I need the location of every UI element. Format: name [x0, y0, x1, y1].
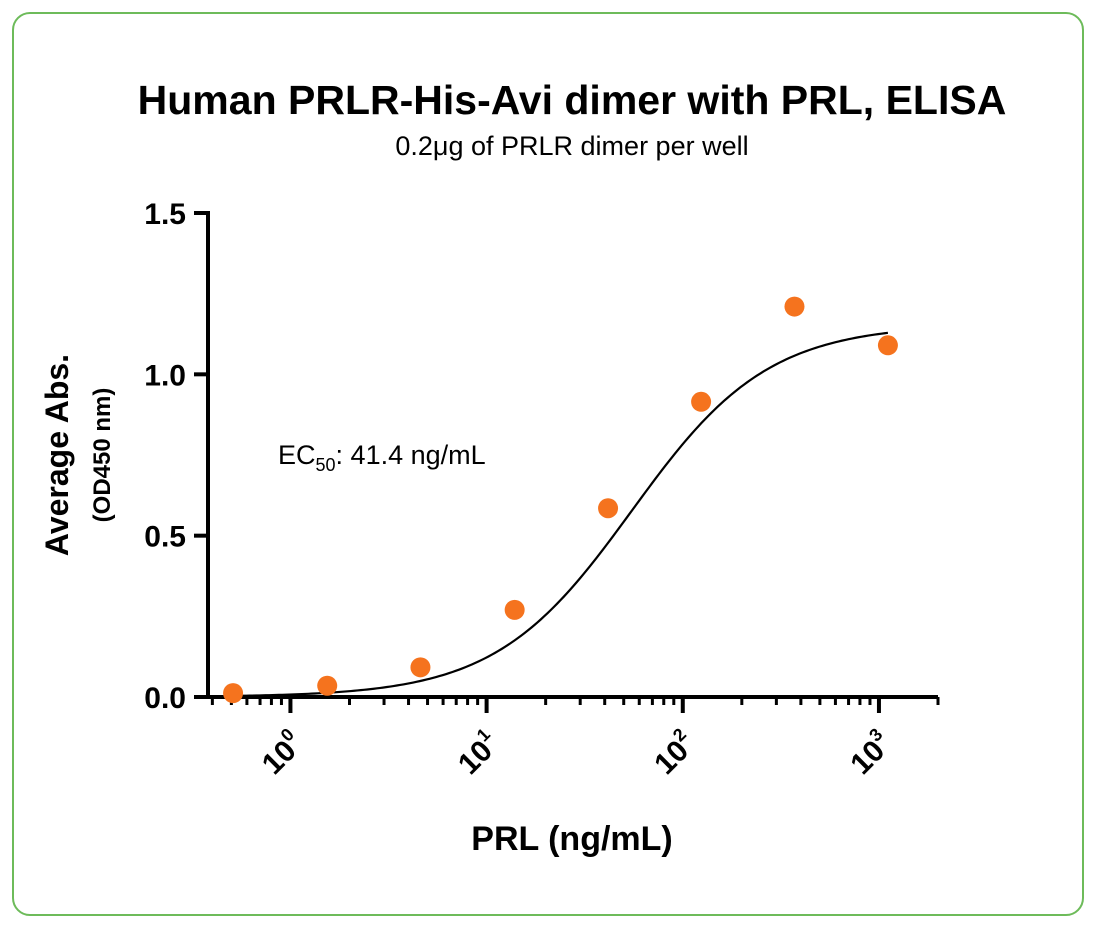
x-tick-label-group: 101: [449, 724, 506, 781]
x-tick-label: 101: [449, 724, 506, 781]
x-tick-label: 100: [253, 724, 310, 781]
y-axis-sublabel-group: (OD450 nm): [89, 388, 116, 523]
y-tick-label: 1.5: [144, 198, 186, 231]
y-tick-label: 0.5: [144, 521, 186, 554]
axes: [206, 211, 938, 699]
data-point: [410, 657, 431, 678]
fit-curve: [233, 331, 889, 698]
y-axis-label-group: Average Abs.: [39, 354, 75, 556]
chart-subtitle: 0.2μg of PRLR dimer per well: [395, 131, 748, 161]
x-tick-label-group: 100: [253, 724, 310, 781]
data-point: [691, 391, 712, 412]
x-tick-label-group: 103: [842, 724, 899, 781]
x-tick-label: 103: [842, 724, 899, 781]
data-point: [223, 683, 244, 704]
fit-curve-group: [233, 331, 889, 698]
ec50-annotation: EC50: 41.4 ng/mL: [278, 440, 486, 475]
x-axis-label: PRL (ng/mL): [471, 820, 672, 858]
ec50-suffix: : 41.4 ng/mL: [336, 440, 486, 470]
ec50-prefix: EC: [278, 440, 316, 470]
y-tick-label: 1.0: [144, 359, 186, 392]
data-point: [317, 675, 338, 696]
y-axis-sublabel: (OD450 nm): [89, 388, 116, 523]
y-ticks: 0.0 0.5 1.0 1.5: [144, 198, 208, 715]
data-point: [598, 498, 619, 519]
ec50-subscript: 50: [316, 455, 336, 475]
chart-frame: [12, 12, 1084, 916]
data-points: [223, 296, 898, 704]
chart-title: Human PRLR-His-Avi dimer with PRL, ELISA: [138, 77, 1007, 123]
y-axis-label: Average Abs.: [39, 354, 75, 556]
data-point: [877, 335, 898, 356]
y-tick-label: 0.0: [144, 682, 186, 715]
data-point: [504, 599, 525, 620]
x-tick-label-group: 102: [645, 724, 702, 781]
data-point: [784, 296, 805, 317]
x-tick-label: 102: [645, 724, 702, 781]
x-ticks: 100 101 102 103: [210, 697, 940, 781]
